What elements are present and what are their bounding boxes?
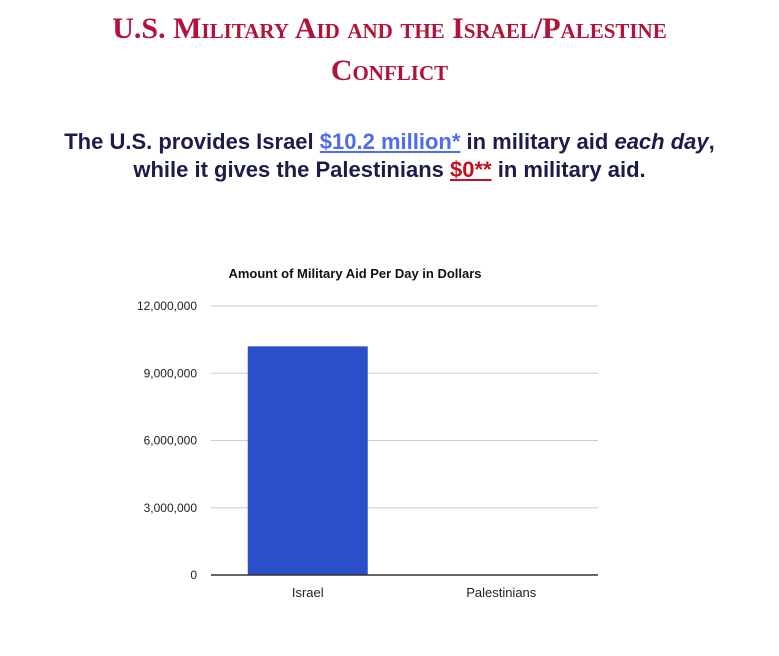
headline-line-1: The U.S. provides Israel $10.2 million* … — [0, 128, 779, 156]
headline-emphasis: each day — [614, 129, 709, 154]
x-category-label: Palestinians — [466, 585, 537, 600]
x-axis-category-labels: Israel Palestinians — [292, 585, 537, 600]
y-tick-label: 9,000,000 — [144, 366, 198, 380]
page-title-line-2: Conflict — [330, 54, 449, 87]
headline-line-2-prefix: while it gives the Palestinians — [133, 157, 451, 182]
headline-line-1-prefix: The U.S. provides Israel — [64, 129, 320, 154]
israel-aid-amount-link[interactable]: $10.2 million* — [319, 129, 461, 154]
headline-line-1-suffix: , — [708, 129, 715, 154]
y-tick-label: 0 — [190, 568, 197, 582]
y-tick-label: 3,000,000 — [144, 501, 198, 515]
y-tick-label: 6,000,000 — [144, 434, 198, 448]
headline-line-1-middle: in military aid — [460, 129, 615, 154]
y-axis-tick-labels: 0 3,000,000 6,000,000 9,000,000 12,000,000 — [137, 299, 197, 582]
page-title-line-1: U.S. Military Aid and the Israel/Palesti… — [112, 12, 667, 45]
y-tick-label: 12,000,000 — [137, 299, 197, 313]
x-category-label: Israel — [292, 585, 324, 600]
bar-israel — [247, 346, 368, 575]
headline-statement: The U.S. provides Israel $10.2 million* … — [0, 128, 779, 184]
page-title: U.S. Military Aid and the Israel/Palesti… — [0, 8, 779, 92]
headline-line-2: while it gives the Palestinians $0** in … — [0, 156, 779, 184]
headline-line-2-suffix: in military aid. — [491, 157, 646, 182]
palestinian-aid-amount-link[interactable]: $0** — [450, 157, 492, 182]
chart-title: Amount of Military Aid Per Day in Dollar… — [228, 266, 481, 281]
bars — [247, 346, 368, 575]
